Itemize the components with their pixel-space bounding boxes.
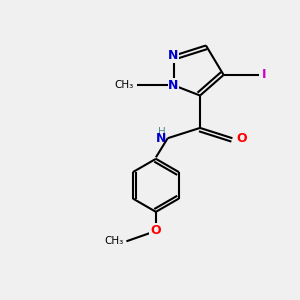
Text: N: N [156, 132, 166, 145]
Text: O: O [237, 132, 247, 145]
Text: O: O [151, 224, 161, 238]
Text: N: N [168, 79, 179, 92]
Text: N: N [168, 49, 179, 62]
Text: CH₃: CH₃ [104, 236, 124, 246]
Text: I: I [262, 68, 266, 81]
Text: H: H [158, 127, 166, 137]
Text: CH₃: CH₃ [115, 80, 134, 90]
